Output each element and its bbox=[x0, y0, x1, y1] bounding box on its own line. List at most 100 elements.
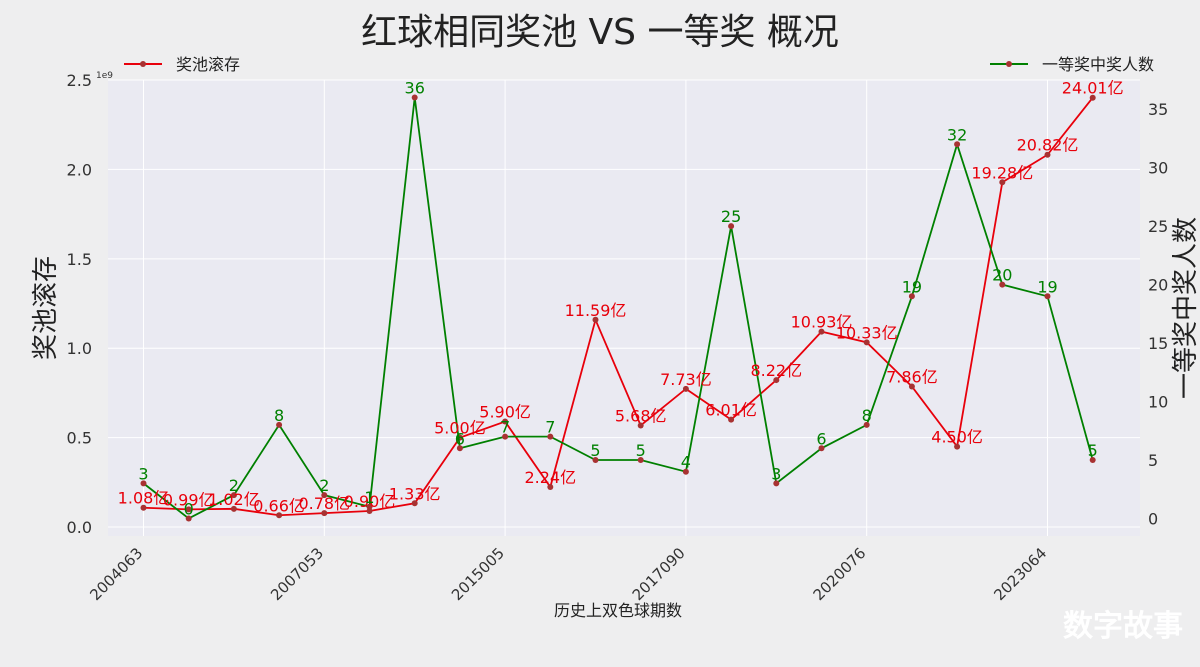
winners-data-label: 8 bbox=[274, 406, 284, 425]
jackpot-data-label: 10.93亿 bbox=[791, 313, 853, 332]
winners-data-label: 19 bbox=[1037, 277, 1057, 296]
winners-data-label: 3 bbox=[771, 464, 781, 483]
jackpot-point bbox=[954, 443, 961, 450]
x-tick-label: 2017090 bbox=[629, 544, 689, 604]
winners-data-label: 25 bbox=[721, 207, 741, 226]
jackpot-point bbox=[637, 422, 644, 429]
jackpot-data-label: 1.33亿 bbox=[389, 484, 441, 503]
winners-data-label: 4 bbox=[681, 453, 691, 472]
winners-point bbox=[728, 223, 735, 230]
jackpot-data-label: 7.73亿 bbox=[660, 370, 712, 389]
winners-point bbox=[999, 281, 1006, 288]
winners-data-label: 5 bbox=[590, 441, 600, 460]
jackpot-data-label: 0.90亿 bbox=[344, 492, 396, 511]
winners-point bbox=[456, 445, 463, 452]
winners-data-label: 2 bbox=[229, 476, 239, 495]
jackpot-data-label: 1.02亿 bbox=[208, 490, 260, 509]
y-right-tick-label: 15 bbox=[1148, 334, 1168, 353]
series-line-jackpot bbox=[143, 97, 1094, 517]
jackpot-point bbox=[140, 504, 147, 511]
winners-point bbox=[773, 480, 780, 487]
winners-point bbox=[411, 94, 418, 101]
jackpot-data-label: 20.82亿 bbox=[1017, 136, 1079, 155]
y-left-tick-label: 1.0 bbox=[67, 339, 92, 358]
jackpot-data-label: 0.66亿 bbox=[253, 496, 305, 515]
jackpot-data-label: 5.90亿 bbox=[479, 403, 531, 422]
winners-data-label: 0 bbox=[184, 499, 194, 518]
jackpot-data-label: 10.33亿 bbox=[836, 323, 898, 342]
winners-point bbox=[230, 492, 237, 499]
x-tick-label: 2023064 bbox=[990, 544, 1050, 604]
winners-point bbox=[140, 480, 147, 487]
jackpot-point bbox=[230, 505, 237, 512]
jackpot-data-label: 11.59亿 bbox=[565, 301, 627, 320]
jackpot-point bbox=[276, 512, 283, 519]
x-tick-label: 2020076 bbox=[810, 544, 870, 604]
jackpot-point bbox=[999, 179, 1006, 186]
winners-data-label: 3 bbox=[138, 464, 148, 483]
winners-data-label: 5 bbox=[1088, 441, 1098, 460]
jackpot-data-label: 19.28亿 bbox=[971, 163, 1033, 182]
x-axis-label: 历史上双色球期数 bbox=[554, 601, 682, 620]
winners-data-label: 7 bbox=[545, 418, 555, 437]
jackpot-data-label: 1.08亿 bbox=[118, 489, 170, 508]
winners-data-label: 20 bbox=[992, 266, 1012, 285]
winners-point bbox=[502, 433, 509, 440]
winners-data-label: 36 bbox=[405, 79, 425, 98]
jackpot-data-label: 7.86亿 bbox=[886, 368, 938, 387]
series-line-winners bbox=[142, 97, 1094, 520]
jackpot-point bbox=[773, 377, 780, 384]
watermark: 数字故事 bbox=[1063, 609, 1183, 644]
y-right-tick-label: 30 bbox=[1148, 159, 1168, 178]
grid bbox=[108, 79, 1140, 536]
winners-point bbox=[592, 457, 599, 463]
winners-point bbox=[366, 503, 373, 510]
y-left-tick-label: 1.5 bbox=[67, 250, 92, 269]
jackpot-point bbox=[1089, 94, 1096, 101]
winners-data-label: 8 bbox=[862, 406, 872, 425]
y-right-tick-label: 20 bbox=[1148, 276, 1168, 295]
legend-right-label: 一等奖中奖人数 bbox=[1042, 55, 1154, 74]
legend-right: 一等奖中奖人数 bbox=[990, 55, 1154, 74]
jackpot-point bbox=[818, 328, 825, 335]
winners-data-label: 7 bbox=[500, 418, 510, 437]
y-left-tick-label: 2.5 bbox=[67, 71, 92, 90]
winners-point bbox=[321, 492, 328, 499]
winners-data-label: 5 bbox=[636, 441, 646, 460]
x-tick-label: 2007053 bbox=[267, 544, 327, 604]
jackpot-point bbox=[592, 316, 599, 323]
jackpot-point bbox=[185, 506, 192, 513]
jackpot-data-label: 6.01亿 bbox=[705, 401, 757, 420]
winners-data-label: 32 bbox=[947, 125, 967, 144]
winners-data-label: 1 bbox=[364, 488, 374, 507]
winners-data-label: 19 bbox=[902, 277, 922, 296]
winners-point bbox=[682, 468, 689, 475]
y-right-tick-label: 35 bbox=[1148, 100, 1168, 119]
legend-left: 奖池滚存 bbox=[124, 55, 240, 74]
y-left-tick-label: 2.0 bbox=[67, 160, 92, 179]
winners-point bbox=[276, 421, 283, 428]
jackpot-point bbox=[547, 484, 554, 491]
jackpot-point bbox=[502, 418, 509, 425]
jackpot-point bbox=[366, 507, 373, 514]
jackpot-data-label: 2.24亿 bbox=[524, 468, 576, 487]
y-axis-right-label: 一等奖中奖人数 bbox=[1171, 217, 1200, 399]
jackpot-data-label: 0.78亿 bbox=[298, 494, 350, 513]
x-tick-label: 2015005 bbox=[448, 544, 508, 604]
series bbox=[140, 94, 1096, 522]
jackpot-data-label: 4.50亿 bbox=[931, 428, 983, 447]
jackpot-point bbox=[1044, 151, 1051, 158]
winners-data-label: 2 bbox=[319, 476, 329, 495]
jackpot-point bbox=[682, 385, 689, 392]
left-scale-note: 1e9 bbox=[96, 71, 113, 81]
chart-title: 红球相同奖池 VS 一等奖 概况 bbox=[361, 12, 839, 53]
jackpot-point bbox=[728, 416, 735, 423]
legend-left-label: 奖池滚存 bbox=[176, 55, 240, 74]
winners-point bbox=[637, 457, 644, 463]
legend-right-marker bbox=[1006, 61, 1012, 67]
legend-left-marker bbox=[140, 61, 146, 67]
winners-data-label: 6 bbox=[816, 429, 826, 448]
winners-point bbox=[954, 141, 961, 148]
y-left-tick-label: 0.0 bbox=[67, 518, 92, 537]
